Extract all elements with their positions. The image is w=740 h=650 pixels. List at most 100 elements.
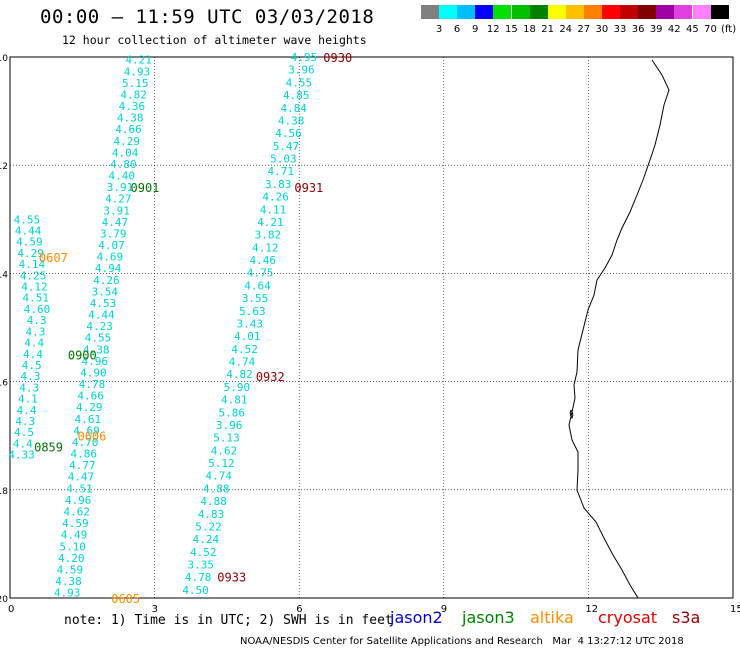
swh-value: 4.4 xyxy=(17,404,37,417)
legend-jason3: jason3 xyxy=(462,608,515,627)
colorbar-swatch xyxy=(529,5,548,19)
colorbar-label: 18 xyxy=(523,24,536,35)
footer-note: note: 1) Time is in UTC; 2) SWH is in fe… xyxy=(64,613,393,628)
swh-value: 4.26 xyxy=(93,274,120,287)
swh-value: 4.80 xyxy=(110,158,137,171)
swh-value: 4.3 xyxy=(15,415,35,428)
coastline-inlet xyxy=(569,409,574,419)
swh-value: 4.47 xyxy=(68,471,95,484)
swh-value: 4.53 xyxy=(90,297,117,310)
swh-value: 4.52 xyxy=(231,343,258,356)
swh-value: 4.23 xyxy=(86,320,113,333)
colorbar-label: 45 xyxy=(686,24,699,35)
swh-value: 5.22 xyxy=(195,520,222,533)
swh-value: 4.69 xyxy=(73,424,100,437)
swh-value: 4.12 xyxy=(252,241,279,254)
swh-value: 3.91 xyxy=(103,204,130,217)
swh-value: 4.3 xyxy=(27,314,47,327)
swh-value: 4.1 xyxy=(18,393,38,406)
y-tick-label: -12 xyxy=(0,162,8,172)
colorbar-swatch xyxy=(457,5,476,19)
x-tick-label: 3 xyxy=(152,604,158,615)
colorbar-swatch xyxy=(583,5,602,19)
swh-value: 4.25 xyxy=(20,269,47,282)
swh-value: 4.29 xyxy=(114,135,141,148)
swh-value: 4.20 xyxy=(58,552,85,565)
swh-value: 3.91 xyxy=(107,181,134,194)
colorbar-swatch xyxy=(656,5,675,19)
colorbar-swatch xyxy=(547,5,566,19)
coastline xyxy=(568,59,670,599)
swh-value: 4.24 xyxy=(193,533,220,546)
swh-value: 5.10 xyxy=(59,540,86,553)
swh-value: 3.82 xyxy=(255,229,282,242)
swh-value: 4.01 xyxy=(234,330,261,343)
swh-value: 4.14 xyxy=(19,258,46,271)
map-title: 00:00 – 11:59 UTC 03/03/2018 xyxy=(40,6,375,28)
swh-value: 4.56 xyxy=(275,127,302,140)
colorbar-swatch xyxy=(511,5,530,19)
colorbar-label: 9 xyxy=(472,24,479,35)
swh-value: 4.55 xyxy=(85,332,112,345)
swh-value: 4.86 xyxy=(70,448,97,461)
swh-value: 4.29 xyxy=(17,247,44,260)
swh-value: 4.27 xyxy=(105,193,132,206)
swh-value: 4.3 xyxy=(20,370,40,383)
swh-value: 4.78 xyxy=(79,378,106,391)
colorbar-label: 39 xyxy=(649,24,663,35)
swh-value: 5.12 xyxy=(208,457,235,470)
colorbar-label: 6 xyxy=(453,24,461,35)
swh-value: 4.04 xyxy=(112,146,139,159)
swh-value: 4.82 xyxy=(120,88,147,101)
colorbar-label: 42 xyxy=(667,24,681,35)
colorbar-swatch xyxy=(674,5,693,19)
pass-time-label: 0859 xyxy=(34,441,63,455)
swh-value: 4.33 xyxy=(8,449,35,462)
colorbar-label: 70 xyxy=(704,24,717,35)
swh-value: 3.79 xyxy=(100,227,127,240)
swh-value: 4.66 xyxy=(115,123,142,136)
swh-value: 4.4 xyxy=(24,337,44,350)
colorbar-swatch xyxy=(692,5,711,19)
swh-value: 4.71 xyxy=(268,165,295,178)
swh-value: 5.13 xyxy=(213,432,240,445)
pass-time-label: 0900 xyxy=(68,349,97,363)
swh-value: 4.4 xyxy=(13,437,33,450)
colorbar-label: 21 xyxy=(541,24,554,35)
swh-value: 4.26 xyxy=(262,191,289,204)
swh-value: 4.3 xyxy=(26,325,46,338)
legend-s3a: s3a xyxy=(672,608,701,627)
colorbar-label: 30 xyxy=(595,24,609,35)
colorbar-swatch xyxy=(565,5,584,19)
swh-value: 4.93 xyxy=(124,65,151,78)
swh-value: 4.61 xyxy=(75,413,102,426)
swh-value: 4.64 xyxy=(244,279,271,292)
pass-time-label: 0901 xyxy=(131,181,160,195)
swh-value: 4.5 xyxy=(22,359,42,372)
swh-value: 5.90 xyxy=(224,381,251,394)
swh-value: 4.50 xyxy=(182,584,209,597)
colorbar-swatch xyxy=(439,5,458,19)
pass-time-label: 0933 xyxy=(217,570,246,584)
swh-value: 5.47 xyxy=(273,140,300,153)
pass-time-label: 0605 xyxy=(111,592,140,606)
map-frame xyxy=(9,56,734,599)
swh-value: 4.52 xyxy=(190,546,217,559)
swh-value: 4.83 xyxy=(198,508,225,521)
swh-value: 4.85 xyxy=(283,89,310,102)
pass-time-label: 0931 xyxy=(294,181,323,195)
x-tick-label: 0 xyxy=(8,604,14,615)
swh-value: 4.60 xyxy=(24,303,51,316)
swh-value: 3.83 xyxy=(265,178,292,191)
swh-value: 4.55 xyxy=(286,76,313,89)
colorbar-label: 3 xyxy=(435,24,443,35)
swh-value: 4.36 xyxy=(119,100,146,113)
pass-time-label: 0930 xyxy=(323,51,352,65)
colorbar-swatch xyxy=(620,5,639,19)
swh-value: 4.94 xyxy=(95,262,122,275)
swh-value: 4.74 xyxy=(206,470,233,483)
colorbar-label: 12 xyxy=(486,24,500,35)
swh-value: 3.54 xyxy=(91,285,118,298)
swh-value: 4.62 xyxy=(64,505,91,518)
